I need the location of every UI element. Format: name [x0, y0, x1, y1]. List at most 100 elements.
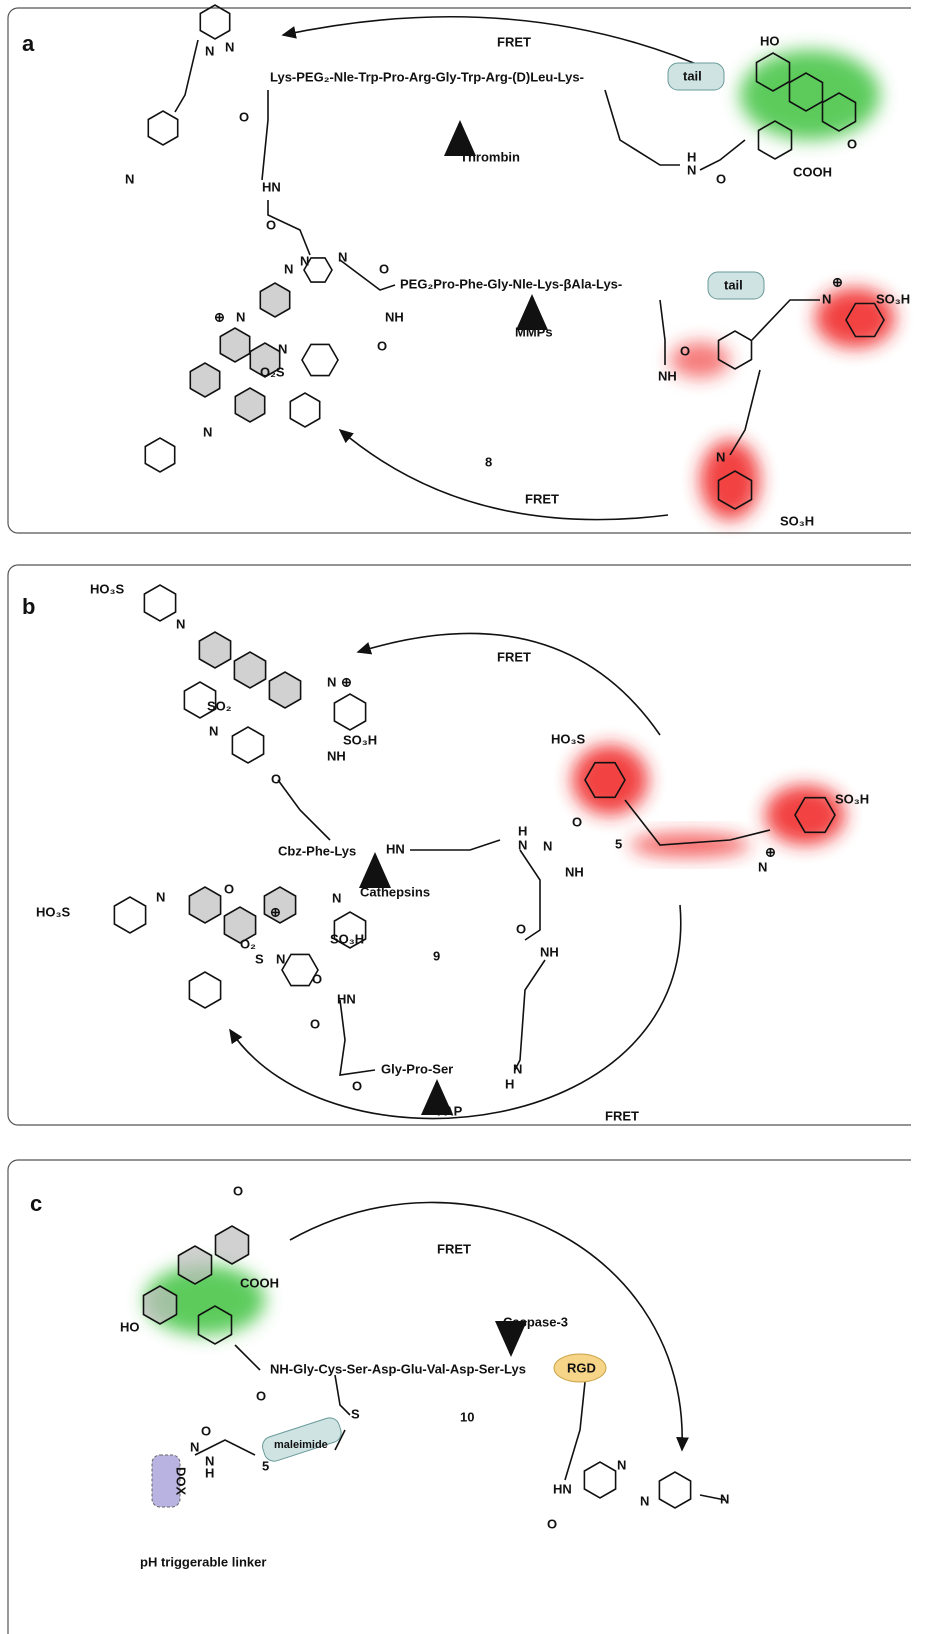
label: NH — [658, 368, 677, 383]
label: O — [201, 1423, 211, 1438]
label: N — [156, 889, 165, 904]
tail-badge — [667, 62, 725, 91]
label: Cathepsins — [360, 884, 430, 899]
labels: a FRET HON NOLys-PEG₂-Nle-Trp-Pro-Arg-Gly-T… — [22, 31, 910, 1570]
bond — [261, 90, 269, 181]
label: N — [720, 1491, 729, 1506]
label: FRET — [497, 649, 531, 664]
bond — [751, 299, 820, 341]
ring — [144, 437, 176, 473]
label: 8 — [485, 454, 492, 469]
label: O — [239, 109, 249, 124]
glows — [145, 50, 895, 1335]
label: ⊕ — [765, 844, 776, 859]
label: O — [233, 1183, 243, 1198]
panel-letter: c — [30, 1191, 42, 1216]
label: HO — [120, 1319, 140, 1334]
bond — [194, 1439, 256, 1456]
fret-arrow — [356, 632, 661, 736]
ring — [333, 911, 367, 949]
label: O — [716, 171, 726, 186]
bond — [174, 39, 199, 113]
label: RGD — [567, 1360, 596, 1375]
label: N — [617, 1457, 626, 1472]
fret-arrow — [229, 904, 682, 1120]
red-glow — [765, 785, 845, 845]
bond — [699, 139, 746, 171]
red-glow — [700, 440, 760, 520]
label: COOH — [240, 1275, 279, 1290]
panel-frames — [7, 7, 911, 1634]
label: N — [284, 261, 293, 276]
label: S — [255, 951, 264, 966]
label: NH — [385, 309, 404, 324]
label: N — [338, 249, 347, 264]
label: 5 — [262, 1458, 269, 1473]
ring — [199, 4, 231, 40]
label: N — [543, 838, 552, 853]
ring — [301, 343, 339, 377]
label: HN — [386, 841, 405, 856]
label: N — [236, 309, 245, 324]
red-glow — [572, 745, 648, 815]
label: DOX — [174, 1467, 189, 1496]
label: N — [176, 616, 185, 631]
ring — [234, 387, 266, 423]
bond — [564, 1381, 586, 1481]
label: 9 — [433, 948, 440, 963]
label: O — [680, 343, 690, 358]
label: HN — [262, 179, 281, 194]
maleimide-badge — [262, 1417, 342, 1462]
panel-frame — [7, 7, 911, 534]
label: O — [352, 1078, 362, 1093]
badges — [151, 62, 765, 1508]
bond — [339, 259, 396, 291]
label: SO₂ — [207, 698, 232, 713]
label: Lys-PEG₂-Nle-Trp-Pro-Arg-Gly-Trp-Arg-(D)… — [270, 69, 584, 84]
bond — [339, 999, 376, 1076]
bond — [277, 779, 331, 841]
bond — [234, 1344, 261, 1371]
label: O — [547, 1516, 557, 1531]
label: tail — [683, 68, 702, 83]
ring — [788, 72, 824, 112]
ring — [147, 110, 179, 146]
ring — [198, 631, 232, 669]
label: S — [351, 1406, 360, 1421]
label: N — [190, 1439, 199, 1454]
label: O — [271, 771, 281, 786]
label: FRET — [497, 34, 531, 49]
ring — [303, 257, 333, 283]
bond — [624, 799, 771, 846]
dox-badge — [151, 1454, 181, 1508]
label: O — [516, 921, 526, 936]
ring — [249, 342, 281, 378]
label: O — [572, 814, 582, 829]
label: N — [332, 890, 341, 905]
label: N — [822, 291, 831, 306]
ring — [281, 953, 319, 987]
label: O — [377, 338, 387, 353]
label: NH-Gly-Cys-Ser-Asp-Glu-Val-Asp-Ser-Lys — [270, 1361, 526, 1376]
label: HN — [337, 991, 356, 1006]
label: ⊕ — [341, 674, 352, 689]
label: N — [513, 1061, 522, 1076]
ring — [177, 1245, 213, 1285]
label: tail — [724, 277, 743, 292]
ring — [197, 1305, 233, 1345]
label: MMPs — [515, 324, 553, 339]
ring — [584, 761, 626, 799]
ring — [583, 1461, 617, 1499]
label: FAP — [437, 1103, 463, 1118]
label: O — [224, 881, 234, 896]
ring — [658, 1471, 692, 1509]
ring — [794, 796, 836, 834]
ring — [717, 470, 753, 510]
label: O — [266, 217, 276, 232]
label: O — [312, 971, 322, 986]
green-glow — [145, 1265, 265, 1335]
label: maleimide — [274, 1439, 328, 1451]
label: PEG₂Pro-Phe-Gly-Nle-Lys-βAla-Lys- — [400, 276, 622, 291]
